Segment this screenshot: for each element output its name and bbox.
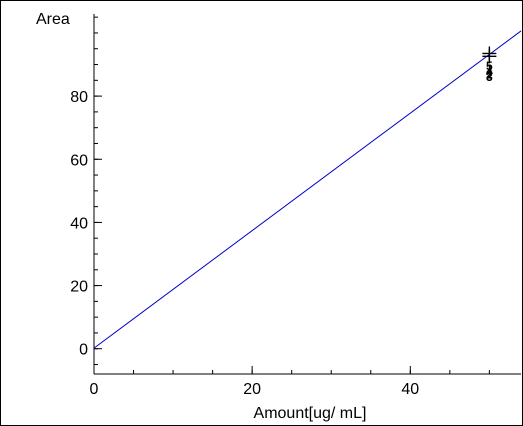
data-point-label: 5 [486, 59, 493, 73]
data-point [482, 49, 497, 64]
axes [93, 14, 521, 375]
y-axis-title: Area [36, 11, 70, 28]
calibration-fit-line [93, 30, 522, 349]
x-tick-label: 20 [243, 381, 261, 398]
y-tick-label: 60 [70, 152, 88, 169]
data-point-label: 2 [486, 67, 493, 81]
y-tick-label: 20 [70, 279, 88, 296]
fit-line-group [93, 30, 522, 349]
x-tick-label: 40 [401, 381, 419, 398]
y-tick-label: 40 [70, 215, 88, 232]
x-axis-title: Amount[ug/ mL] [254, 405, 367, 422]
ticks: 0 20 40 60 80 0 20 40 [70, 16, 490, 398]
y-tick-label: 0 [79, 342, 88, 359]
data-point-label: 4 [486, 65, 493, 79]
data-point-label: 1 [486, 62, 493, 76]
y-tick-label: 80 [70, 89, 88, 106]
x-tick-label: 0 [90, 381, 99, 398]
data-point-label: 3 [486, 70, 493, 84]
